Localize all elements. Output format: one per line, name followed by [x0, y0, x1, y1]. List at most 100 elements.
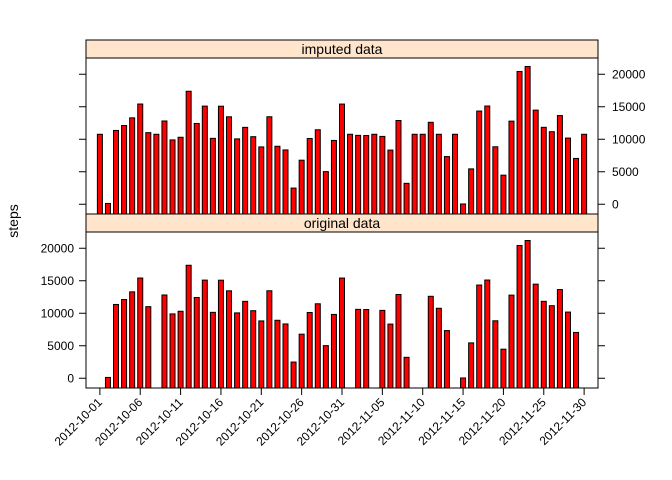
bar: [298, 333, 305, 389]
bar: [443, 156, 450, 215]
bar: [564, 137, 571, 215]
bar: [508, 120, 515, 215]
panel-strip-label: imputed data: [302, 41, 383, 57]
bar: [435, 307, 442, 389]
bar: [113, 129, 120, 215]
bar: [282, 149, 289, 215]
bar: [548, 305, 555, 389]
bar: [145, 306, 152, 389]
bar: [564, 311, 571, 389]
bar: [573, 157, 580, 215]
bar: [234, 138, 241, 215]
bar: [500, 174, 507, 215]
bar: [242, 126, 249, 215]
bar: [282, 323, 289, 389]
bar: [250, 310, 257, 389]
bar: [217, 105, 224, 215]
bar: [250, 136, 257, 215]
bar: [548, 131, 555, 215]
bar: [137, 103, 144, 215]
bar: [532, 283, 539, 389]
bar: [306, 137, 313, 215]
bar: [427, 295, 434, 389]
bar: [435, 133, 442, 215]
y-tick-label: 0: [67, 371, 74, 385]
panels: imputed data 0 5000 10000 15000 20000 original…: [41, 39, 646, 389]
bar: [185, 90, 192, 215]
bar: [161, 120, 168, 215]
bar: [403, 356, 410, 389]
bar: [330, 313, 337, 389]
bar: [129, 117, 136, 215]
bar: [104, 202, 111, 215]
bar: [274, 319, 281, 389]
bar: [266, 116, 273, 215]
bar: [193, 122, 200, 215]
bar: [573, 331, 580, 389]
bar: [226, 290, 233, 389]
bar: [460, 377, 467, 389]
bar: [387, 149, 394, 215]
bar: [96, 133, 103, 215]
y-tick-label: 10000: [41, 306, 75, 320]
bar: [403, 182, 410, 215]
bar: [355, 134, 362, 215]
y-tick-label: 15000: [612, 100, 646, 114]
bar: [556, 115, 563, 215]
y-tick-label: 20000: [41, 241, 75, 255]
bar: [355, 308, 362, 389]
bar: [492, 146, 499, 215]
bar: [451, 133, 458, 215]
bar: [209, 311, 216, 389]
bar: [347, 133, 354, 215]
bar: [581, 133, 588, 215]
bar: [484, 105, 491, 215]
y-tick-label: 0: [612, 197, 619, 211]
bar: [339, 277, 345, 389]
bar: [274, 145, 281, 215]
bar: [209, 137, 216, 215]
bar: [516, 244, 523, 389]
bar: [169, 139, 176, 215]
bar: [540, 300, 547, 389]
bar: [379, 309, 386, 389]
bar: [306, 311, 313, 389]
panel-1: original data 0 5000 10000 15000 20000: [41, 213, 605, 389]
bar: [322, 345, 329, 389]
bar: [411, 133, 418, 215]
bar: [266, 290, 273, 389]
bar: [540, 126, 547, 215]
bar: [492, 320, 499, 389]
bar: [113, 303, 120, 389]
bar: [363, 135, 370, 215]
bar: [201, 105, 208, 215]
panel-0: imputed data 0 5000 10000 15000 20000: [79, 39, 646, 215]
bar: [314, 129, 321, 215]
bar: [104, 376, 111, 389]
bar: [161, 294, 168, 389]
bar: [427, 121, 434, 215]
bar: [153, 133, 160, 215]
y-tick-label: 5000: [47, 339, 74, 353]
bar: [314, 303, 321, 389]
bar: [258, 320, 265, 389]
y-tick-label: 5000: [612, 165, 639, 179]
bar: [476, 284, 483, 389]
x-axis: 2012-10-012012-10-062012-10-112012-10-16…: [52, 388, 589, 449]
bar: [468, 168, 475, 215]
bar: [201, 279, 208, 389]
bar: [556, 289, 563, 389]
panel-strip-label: original data: [304, 215, 380, 231]
bar: [137, 277, 144, 389]
bar: [371, 133, 378, 215]
bar: [169, 313, 176, 389]
bar: [443, 330, 450, 389]
bar: [217, 279, 224, 389]
bar: [500, 348, 507, 389]
bar: [298, 159, 305, 215]
y-tick-label: 20000: [612, 67, 646, 81]
y-axis-label: steps: [5, 204, 21, 237]
bar: [363, 309, 370, 389]
bar: [468, 342, 475, 389]
